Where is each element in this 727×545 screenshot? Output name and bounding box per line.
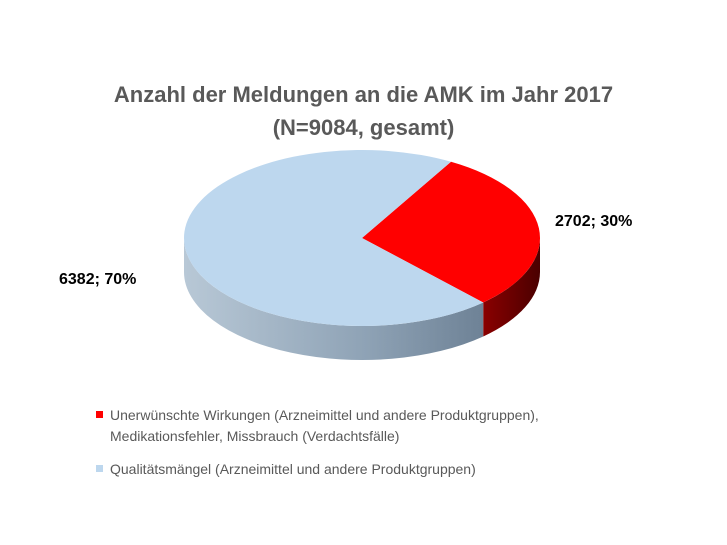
- pie-slice-side: [483, 238, 540, 337]
- legend-label-line: Medikationsfehler, Missbrauch (Verdachts…: [110, 428, 400, 444]
- legend-label-line: Unerwünschte Wirkungen (Arzneimittel und…: [110, 407, 539, 423]
- legend-item-unerwuenschte-wirkungen: Unerwünschte Wirkungen (Arzneimittel und…: [96, 405, 696, 447]
- legend: Unerwünschte Wirkungen (Arzneimittel und…: [96, 405, 696, 492]
- legend-swatch-red: [96, 411, 103, 418]
- legend-swatch-lightblue: [96, 465, 103, 472]
- data-label-qualitaetsmaengel: 6382; 70%: [59, 271, 137, 288]
- data-label-unerwuenschte-wirkungen: 2702; 30%: [555, 213, 633, 230]
- pie-slice: [183, 150, 484, 327]
- pie-slice-side: [184, 238, 484, 360]
- chart-title-line2: (N=9084, gesamt): [272, 115, 455, 140]
- legend-label-line: Qualitätsmängel (Arzneimittel und andere…: [110, 461, 476, 477]
- pie-slice: [362, 161, 540, 303]
- chart-title-line1: Anzahl der Meldungen an die AMK im Jahr …: [113, 82, 614, 107]
- legend-item-qualitaetsmaengel: Qualitätsmängel (Arzneimittel und andere…: [96, 459, 696, 480]
